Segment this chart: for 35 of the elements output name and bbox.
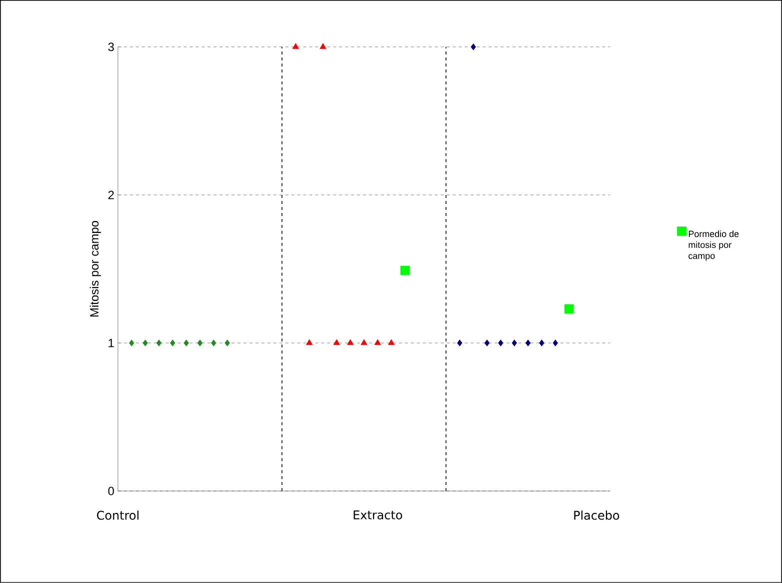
- point: [142, 340, 148, 346]
- point: [374, 339, 381, 345]
- y-axis-title: Mitosis por campo: [90, 221, 101, 317]
- point: [224, 340, 230, 346]
- point: [156, 340, 162, 346]
- point: [525, 340, 531, 346]
- point: [512, 340, 517, 346]
- point: [484, 340, 490, 346]
- point: [552, 340, 558, 346]
- point: [292, 43, 299, 49]
- point: [470, 44, 476, 50]
- point: [306, 339, 313, 345]
- x-tick-label: Control: [96, 510, 138, 520]
- x-tick-label: Extracto: [354, 510, 402, 520]
- point: [211, 340, 216, 346]
- y-tick-label: 2: [108, 190, 114, 200]
- point: [388, 339, 395, 345]
- point: [564, 304, 574, 314]
- y-tick-label: 1: [108, 338, 114, 348]
- point: [498, 340, 504, 346]
- point: [360, 339, 368, 345]
- x-tick-label: Placebo: [574, 510, 620, 520]
- point: [347, 339, 354, 345]
- point: [400, 266, 410, 276]
- point: [539, 340, 544, 346]
- point: [333, 339, 340, 345]
- y-tick-label: 0: [108, 486, 114, 496]
- point: [184, 340, 189, 346]
- legend-label: Pormedio de mitosis por campo: [688, 230, 739, 261]
- y-tick-label: 3: [108, 42, 114, 52]
- point: [197, 340, 203, 346]
- point: [129, 340, 134, 346]
- point: [170, 340, 176, 346]
- point: [457, 340, 462, 346]
- point: [320, 43, 326, 49]
